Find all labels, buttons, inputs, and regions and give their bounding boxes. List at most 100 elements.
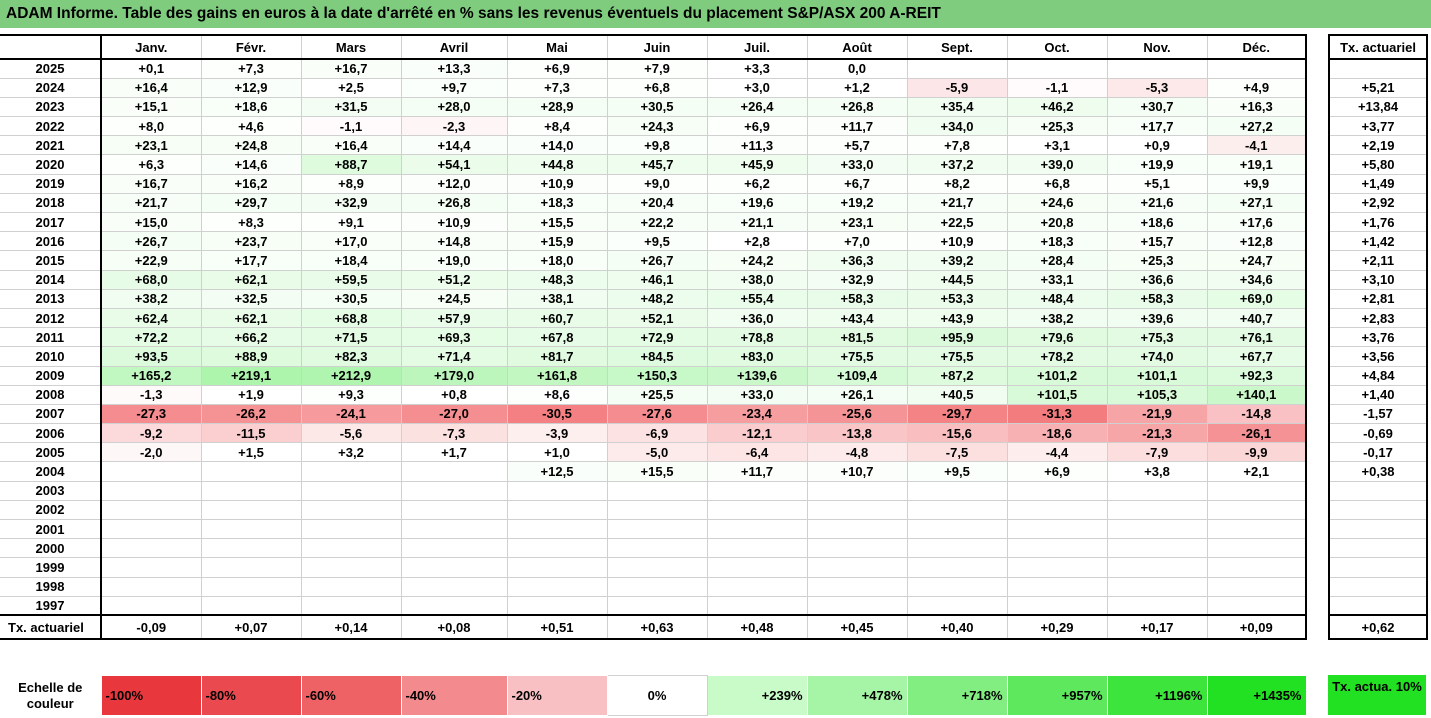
color-scale-swatch: -100%: [100, 675, 202, 716]
gain-cell: [606, 499, 708, 521]
gain-cell: +81,7: [506, 346, 608, 367]
gain-cell: [100, 576, 202, 597]
gain-cell: +3,1: [1006, 135, 1108, 156]
gain-cell: +57,9: [400, 307, 508, 329]
gain-cell: +83,0: [706, 346, 808, 367]
color-scale-swatch: +957%: [1006, 675, 1108, 716]
gain-cell: [606, 480, 708, 501]
gain-cell: -27,6: [606, 403, 708, 425]
gain-cell: [300, 576, 402, 597]
gain-cell: +27,1: [1206, 192, 1307, 214]
gain-cell: +9,1: [300, 211, 402, 233]
report-title: ADAM Informe. Table des gains en euros à…: [0, 0, 1431, 28]
gain-cell: [806, 499, 908, 521]
gain-cell: [906, 518, 1008, 540]
month-header: Août: [806, 34, 908, 60]
year-label: 1997: [0, 595, 102, 617]
gain-cell: +21,7: [100, 192, 202, 214]
gain-cell: +7,3: [506, 77, 608, 98]
gain-cell: +26,8: [400, 192, 508, 214]
gain-cell: [100, 557, 202, 578]
gain-cell: +2,8: [706, 231, 808, 252]
gain-cell: [1206, 557, 1307, 578]
gain-cell: -21,3: [1106, 423, 1208, 444]
gain-cell: [100, 518, 202, 540]
gain-cell: +79,6: [1006, 327, 1108, 348]
footer-label: Tx. actuariel: [0, 614, 102, 641]
gain-cell: +68,8: [300, 307, 402, 329]
gain-cell: +17,0: [300, 231, 402, 252]
footer-rate-cell: +0,29: [1006, 614, 1108, 641]
rate-cell: [1328, 557, 1428, 578]
gain-cell: +13,3: [400, 58, 508, 79]
gain-cell: [1106, 595, 1208, 617]
gain-cell: [1106, 58, 1208, 79]
gain-cell: +46,1: [606, 269, 708, 290]
gain-cell: +34,6: [1206, 269, 1307, 290]
gain-cell: [1006, 557, 1108, 578]
rate-cell: +0,38: [1328, 461, 1428, 482]
gain-cell: +30,7: [1106, 96, 1208, 118]
gain-cell: +48,3: [506, 269, 608, 290]
gain-cell: +0,1: [100, 58, 202, 79]
gain-cell: +24,5: [400, 288, 508, 309]
gain-cell: +6,8: [1006, 173, 1108, 194]
gain-cell: [100, 595, 202, 617]
gain-cell: +81,5: [806, 327, 908, 348]
gain-cell: -25,6: [806, 403, 908, 425]
gain-cell: +32,9: [300, 192, 402, 214]
gain-cell: [506, 480, 608, 501]
table-row: 2024 +16,4 +12,9 +2,5 +9,7 +7,3 +6,8 +3,0 +1,2 -5…: [0, 77, 1307, 98]
gain-cell: +43,4: [806, 307, 908, 329]
gain-cell: [200, 461, 302, 482]
year-label: 2023: [0, 96, 102, 118]
gain-cell: +24,8: [200, 135, 302, 156]
gain-cell: +8,6: [506, 384, 608, 405]
gain-cell: -15,6: [906, 423, 1008, 444]
gain-cell: +92,3: [1206, 365, 1307, 386]
gain-cell: +3,0: [706, 77, 808, 98]
gain-cell: +20,4: [606, 192, 708, 214]
footer-row: Tx. actuariel -0,09 +0,07 +0,14 +0,08 +0,51 +0…: [0, 614, 1307, 641]
rate-cell: +3,77: [1328, 116, 1428, 137]
gain-cell: -14,8: [1206, 403, 1307, 425]
gain-cell: [1106, 557, 1208, 578]
gain-cell: +82,3: [300, 346, 402, 367]
rate-cell: [1328, 480, 1428, 501]
color-scale-swatch: -40%: [400, 675, 508, 716]
gain-cell: [806, 595, 908, 617]
gain-cell: +12,5: [506, 461, 608, 482]
gain-cell: +19,0: [400, 250, 508, 271]
gain-cell: +72,9: [606, 327, 708, 348]
gain-cell: +1,0: [506, 442, 608, 463]
gain-cell: +9,3: [300, 384, 402, 405]
gain-cell: [806, 480, 908, 501]
gain-cell: +14,0: [506, 135, 608, 156]
gain-cell: +24,7: [1206, 250, 1307, 271]
gain-cell: +10,9: [400, 211, 508, 233]
table-row: 2023 +15,1 +18,6 +31,5 +28,0 +28,9 +30,5 +26,4 +…: [0, 96, 1307, 118]
gain-cell: -30,5: [506, 403, 608, 425]
gain-cell: +48,4: [1006, 288, 1108, 309]
gain-cell: +6,3: [100, 154, 202, 175]
gain-cell: [1206, 499, 1307, 521]
footer-rate-cell: +0,14: [300, 614, 402, 641]
rate-cell: -0,17: [1328, 442, 1428, 463]
gain-cell: +18,0: [506, 250, 608, 271]
color-scale-swatch: +478%: [806, 675, 908, 716]
footer-rate-cell: +0,09: [1206, 614, 1307, 641]
year-label: 2009: [0, 365, 102, 386]
gain-cell: +78,2: [1006, 346, 1108, 367]
gain-cell: +69,3: [400, 327, 508, 348]
gain-cell: +2,1: [1206, 461, 1307, 482]
gain-cell: +18,3: [1006, 231, 1108, 252]
gain-cell: +45,9: [706, 154, 808, 175]
gain-cell: -27,0: [400, 403, 508, 425]
gain-cell: +32,9: [806, 269, 908, 290]
gain-cell: [1206, 58, 1307, 79]
color-scale-swatch: -60%: [300, 675, 402, 716]
table-row: 2025 +0,1 +7,3 +16,7 +13,3 +6,9 +7,9 +3,3 0,0: [0, 58, 1307, 79]
gain-cell: -27,3: [100, 403, 202, 425]
gains-table: Janv. Févr. Mars Avril Mai Juin Juil. Août Sept.…: [0, 34, 1307, 641]
gain-cell: +9,7: [400, 77, 508, 98]
